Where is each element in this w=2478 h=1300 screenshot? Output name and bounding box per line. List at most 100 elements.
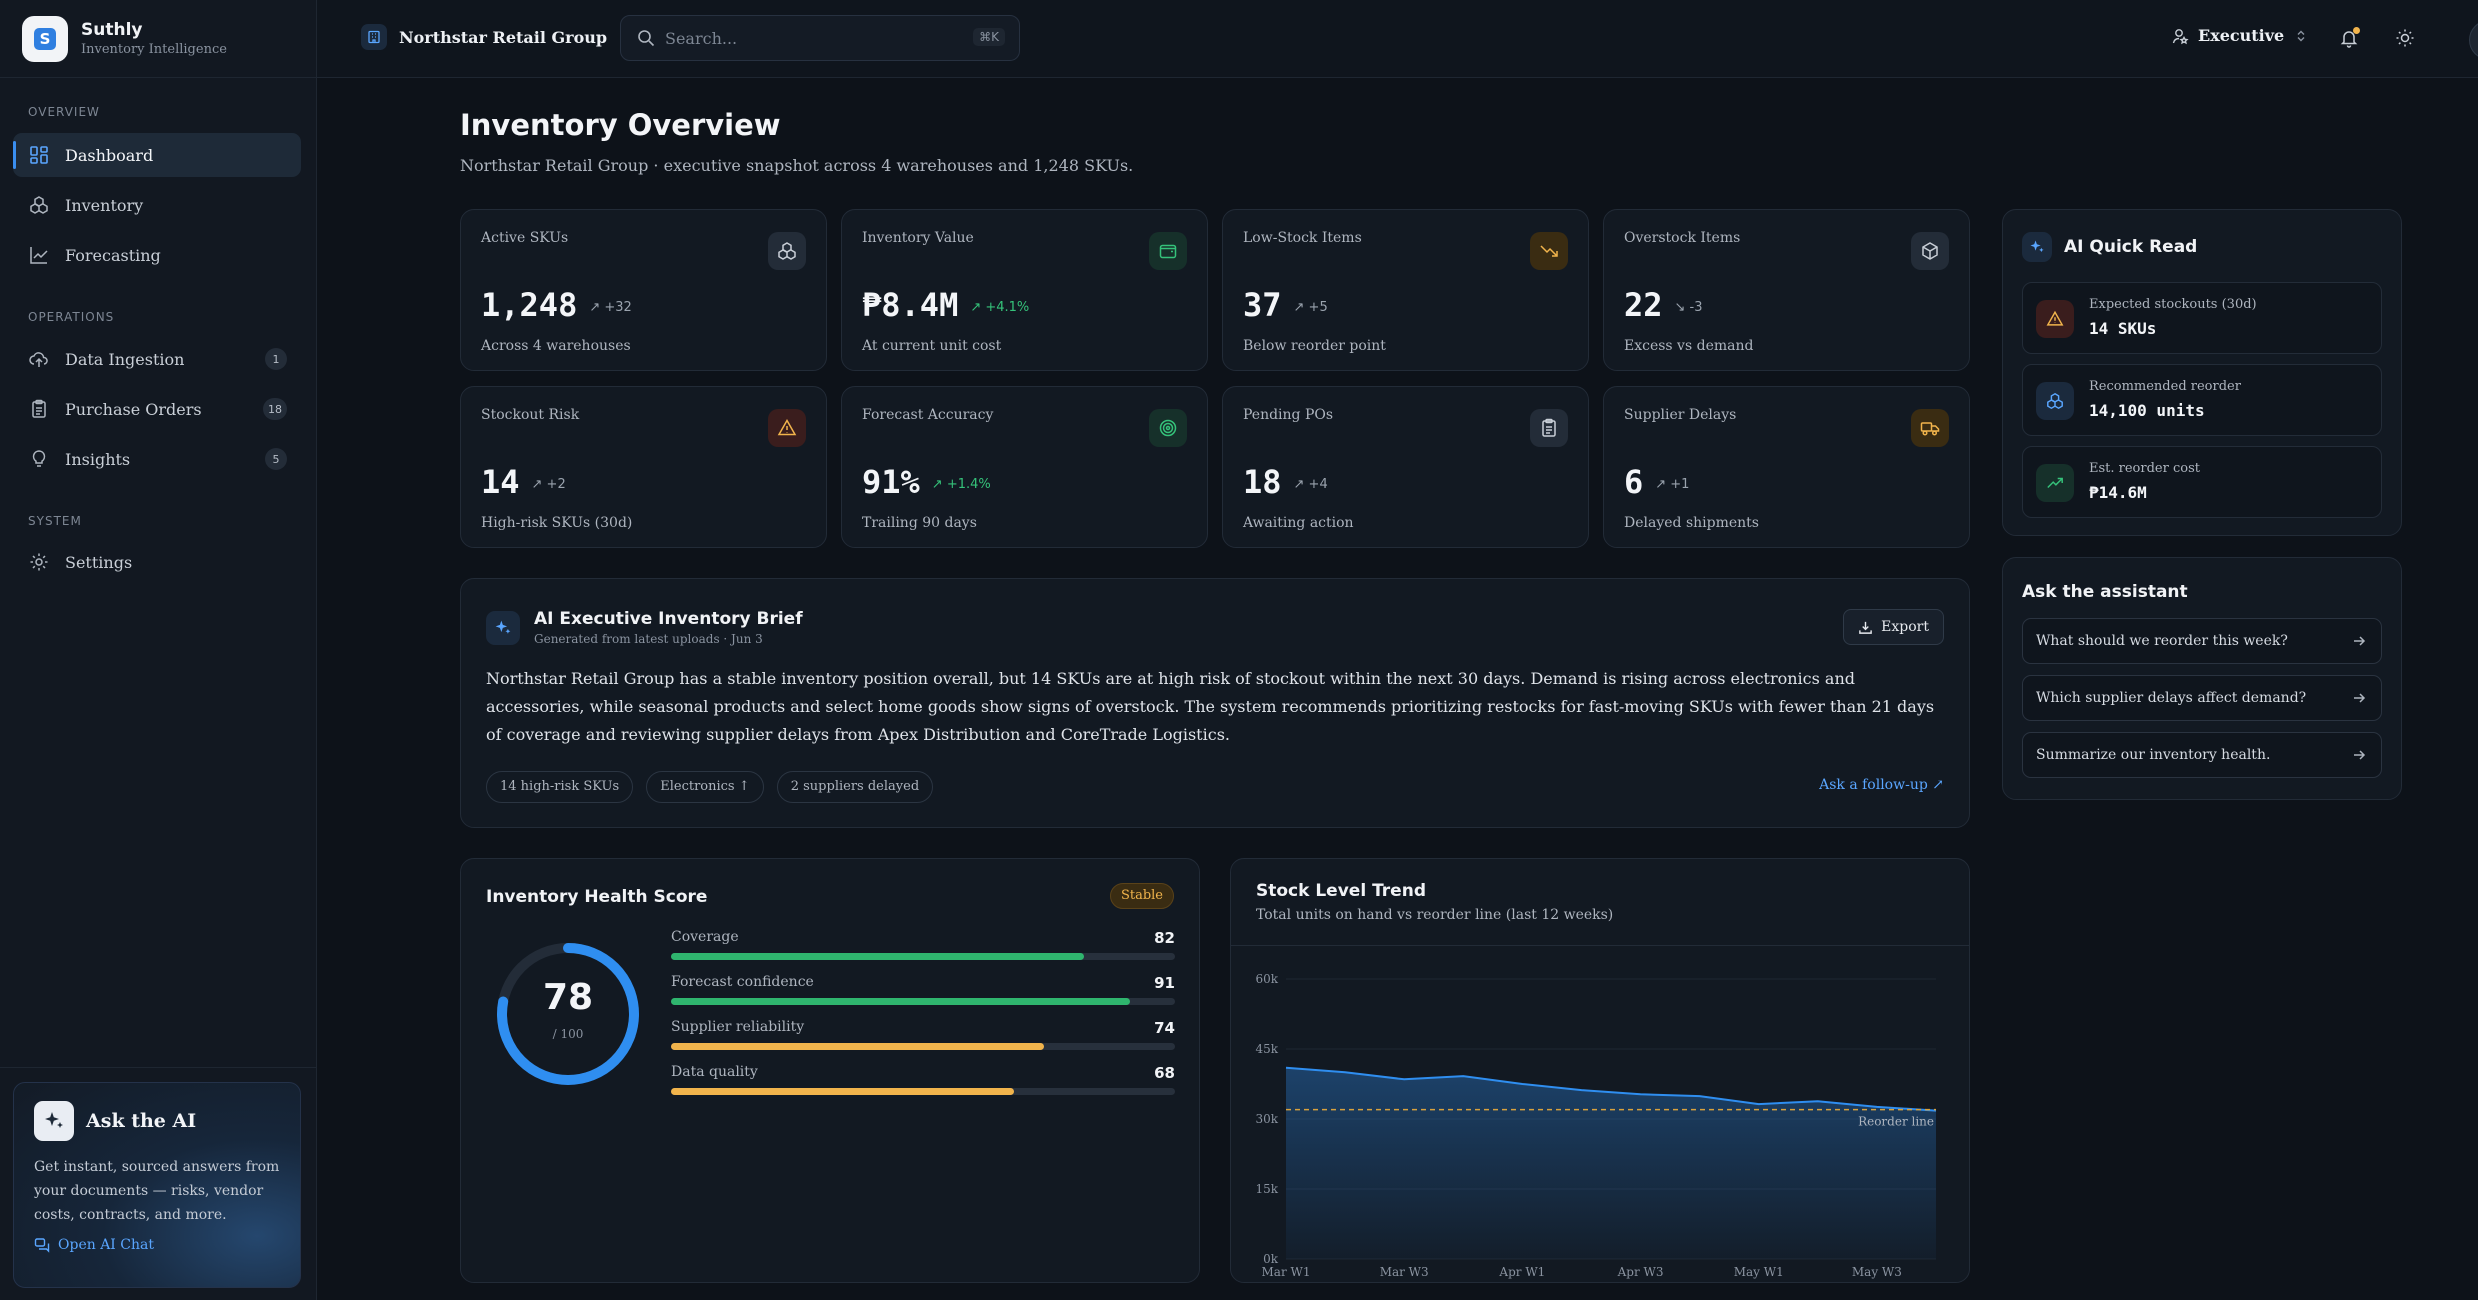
health-score-max: / 100 — [552, 1027, 584, 1041]
kpi-delta: ↗ +4.1% — [970, 299, 1030, 315]
health-metric-value: 91 — [1154, 974, 1175, 992]
x-tick-label: Mar W3 — [1380, 1265, 1429, 1279]
gauge-arc — [497, 943, 639, 1085]
kpi-card[interactable]: Active SKUs 1,248 ↗ +32 Across 4 warehous… — [460, 209, 827, 371]
page-subtitle: Northstar Retail Group · executive snaps… — [460, 156, 1134, 175]
kpi-card[interactable]: Pending POs 18 ↗ +4 Awaiting action — [1222, 386, 1589, 548]
quick-read-item: Recommended reorder 14,100 units — [2022, 364, 2382, 436]
chart-title: Stock Level Trend — [1256, 881, 1426, 901]
grid-icon — [30, 146, 48, 164]
y-tick-label: 15k — [1255, 1182, 1278, 1196]
search-shortcut: ⌘K — [973, 28, 1005, 46]
brief-chip[interactable]: 2 suppliers delayed — [776, 771, 934, 803]
assistant-question[interactable]: Summarize our inventory health. — [2022, 732, 2382, 778]
assistant-question[interactable]: Which supplier delays affect demand? — [2022, 675, 2382, 721]
line-chart-icon — [30, 247, 48, 264]
kpi-card[interactable]: Low-Stock Items 37 ↗ +5 Below reorder poi… — [1222, 209, 1589, 371]
brand-logo: S — [22, 15, 68, 62]
health-metric: Supplier reliability 74 — [671, 1019, 1175, 1050]
kpi-delta: ↗ +32 — [589, 299, 632, 315]
ask-followup-link[interactable]: Ask a follow-up ↗ — [1819, 777, 1944, 793]
kpi-subtitle: Below reorder point — [1243, 338, 1386, 354]
kpi-value: ₱8.4M ↗ +4.1% — [862, 286, 1030, 324]
reorder-line-label: Reorder line — [1858, 1115, 1934, 1129]
kpi-subtitle: Excess vs demand — [1624, 338, 1754, 354]
kpi-card[interactable]: Inventory Value ₱8.4M ↗ +4.1% At current … — [841, 209, 1208, 371]
trend-down-icon — [1530, 232, 1568, 270]
kpi-card[interactable]: Overstock Items 22 ↘ -3 Excess vs demand — [1603, 209, 1970, 371]
quick-read-item: Est. reorder cost ₱14.6M — [2022, 446, 2382, 518]
search-input[interactable] — [665, 28, 955, 48]
kpi-card[interactable]: Forecast Accuracy 91% ↗ +1.4% Trailing 90… — [841, 386, 1208, 548]
chart-subtitle: Total units on hand vs reorder line (las… — [1256, 907, 1614, 923]
sidebar-item-data-ingestion[interactable]: Data Ingestion 1 — [13, 337, 301, 381]
export-button[interactable]: Export — [1843, 609, 1944, 645]
sparkle-icon — [34, 1101, 74, 1141]
assistant-question-text: What should we reorder this week? — [2036, 633, 2288, 649]
sidebar-item-insights[interactable]: Insights 5 — [13, 437, 301, 481]
top-bar: Northstar Retail Group ⌘K Executive — [317, 0, 2478, 78]
x-tick-label: Apr W1 — [1498, 1265, 1545, 1279]
ask-ai-description: Get instant, sourced answers from your d… — [34, 1159, 280, 1223]
kpi-delta: ↗ +5 — [1293, 299, 1328, 315]
avatar[interactable] — [2469, 20, 2478, 60]
sidebar-item-forecasting[interactable]: Forecasting — [13, 233, 301, 277]
clipboard-icon — [32, 399, 46, 418]
kpi-label: Inventory Value — [862, 230, 974, 246]
brand: S Suthly Inventory Intelligence — [0, 0, 316, 78]
kpi-label: Forecast Accuracy — [862, 407, 994, 423]
sidebar-item-purchase-orders[interactable]: Purchase Orders 18 — [13, 387, 301, 431]
kpi-value: 22 ↘ -3 — [1624, 286, 1703, 324]
kpi-value: 6 ↗ +1 — [1624, 463, 1690, 501]
health-metric-label: Coverage — [671, 929, 739, 945]
kpi-card[interactable]: Stockout Risk 14 ↗ +2 High-risk SKUs (30d… — [460, 386, 827, 548]
sidebar-item-inventory[interactable]: Inventory — [13, 183, 301, 227]
theme-toggle-button[interactable] — [2391, 24, 2419, 52]
role-switcher[interactable]: Executive — [2172, 26, 2308, 45]
quick-read-title: AI Quick Read — [2064, 237, 2198, 257]
progress-track — [671, 1043, 1175, 1050]
health-metric-value: 82 — [1154, 929, 1175, 947]
sidebar-item-label: Forecasting — [65, 245, 161, 265]
open-ai-chat-link[interactable]: Open AI Chat — [34, 1237, 280, 1253]
package-icon — [1911, 232, 1949, 270]
brief-chip[interactable]: Electronics ↑ — [646, 771, 764, 803]
chat-icon — [34, 1238, 50, 1253]
sidebar-item-settings[interactable]: Settings — [13, 540, 301, 584]
brief-chip[interactable]: 14 high-risk SKUs — [486, 771, 634, 803]
org-switcher[interactable]: Northstar Retail Group — [361, 24, 633, 50]
notifications-button[interactable] — [2335, 24, 2363, 52]
kpi-subtitle: Awaiting action — [1243, 515, 1354, 531]
arrow-right-icon — [2354, 693, 2366, 703]
search-box[interactable]: ⌘K — [620, 15, 1020, 61]
target-icon — [1149, 409, 1187, 447]
assistant-question[interactable]: What should we reorder this week? — [2022, 618, 2382, 664]
gear-icon — [30, 553, 48, 571]
kpi-card[interactable]: Supplier Delays 6 ↗ +1 Delayed shipments — [1603, 386, 1970, 548]
sidebar-item-label: Inventory — [65, 195, 144, 215]
assistant-question-text: Summarize our inventory health. — [2036, 747, 2271, 763]
progress-fill — [671, 1043, 1044, 1050]
quick-read-label: Recommended reorder — [2089, 379, 2241, 394]
kpi-delta: ↗ +1.4% — [931, 476, 991, 492]
trend-up-icon — [2036, 464, 2074, 502]
status-badge: Stable — [1109, 883, 1174, 909]
progress-fill — [671, 1088, 1014, 1095]
nav-badge: 1 — [265, 348, 287, 370]
kpi-value: 1,248 ↗ +32 — [481, 286, 632, 324]
health-gauge — [497, 943, 639, 1085]
arrow-right-icon — [2354, 636, 2366, 646]
sidebar-item-dashboard[interactable]: Dashboard — [13, 133, 301, 177]
sidebar-item-label: Settings — [65, 552, 133, 572]
health-metric-value: 74 — [1154, 1019, 1175, 1037]
brief-meta: Generated from latest uploads · Jun 3 — [534, 632, 763, 646]
sidebar-item-label: Insights — [65, 449, 131, 469]
y-tick-label: 0k — [1263, 1252, 1279, 1266]
brand-subtitle: Inventory Intelligence — [81, 42, 227, 57]
quick-read-label: Expected stockouts (30d) — [2089, 297, 2257, 312]
lightbulb-icon — [32, 450, 46, 467]
ai-brief-card: AI Executive Inventory Brief Generated f… — [460, 578, 1970, 828]
role-label: Executive — [2198, 26, 2285, 45]
stock-trend-chart: 0k 15k 30k 45k 60k Reorder line Mar W1 Mar W3 Ap… — [1255, 972, 1937, 1279]
sidebar: S Suthly Inventory Intelligence Overview… — [0, 0, 317, 1300]
